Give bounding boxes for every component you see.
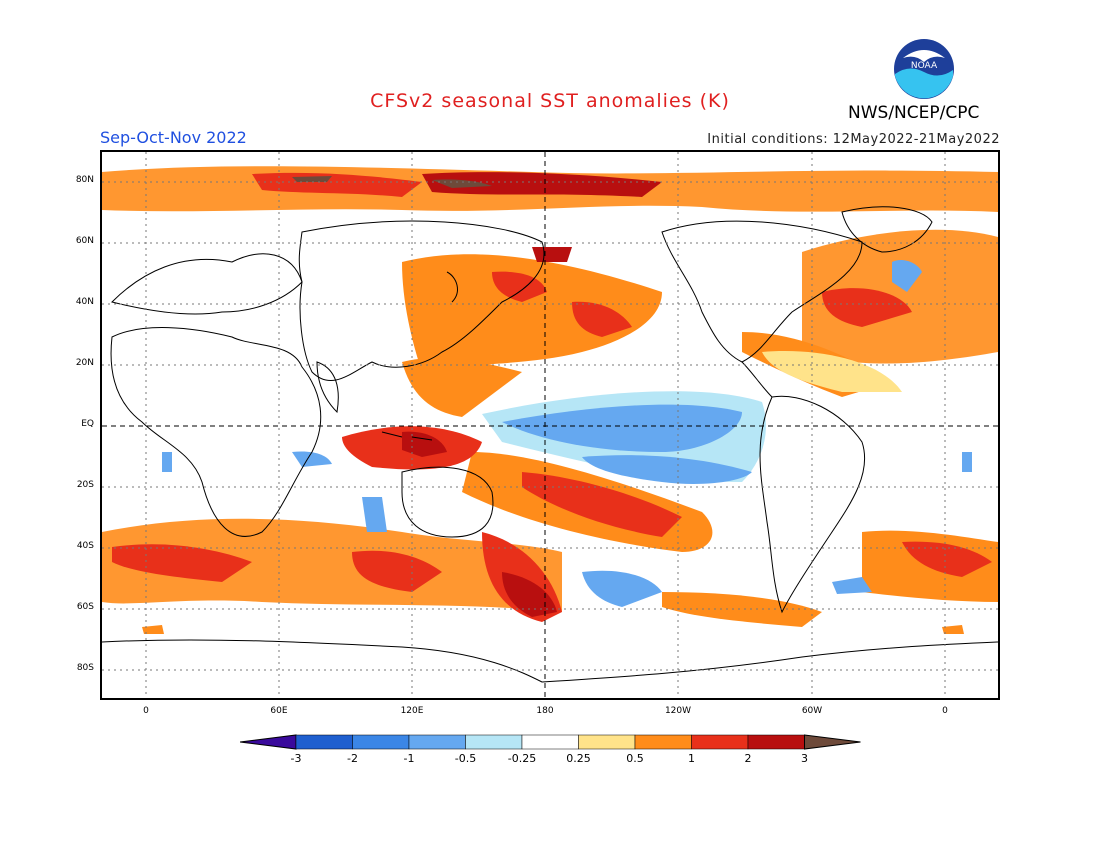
colorbar-cell [691,734,749,750]
colorbar-arrow-high [804,734,861,750]
noaa-logo-text: NOAA [911,61,938,71]
lat-label-20s: 20S [76,480,94,490]
lon-label-0-east: 0 [942,706,948,716]
lat-label-60n: 60N [75,236,94,246]
lon-label-180: 180 [536,706,554,716]
colorbar-tick-label: 3 [801,752,808,765]
coastlines [102,206,998,683]
initial-conditions-label: Initial conditions: 12May2022-21May2022 [707,132,1000,147]
lat-label-60s: 60S [76,602,94,612]
colorbar-cells [240,734,861,750]
lat-label-eq: EQ [81,419,94,429]
lat-label-80s: 80S [76,663,94,673]
lon-label-120w: 120W [664,706,692,716]
colorbar-tick-label: -1 [403,752,415,765]
season-label: Sep-Oct-Nov 2022 [100,128,247,147]
lon-label-120e: 120E [400,706,424,716]
sst-anomaly-map [100,150,1000,700]
graticule [102,152,998,698]
colorbar-tick-label: -0.25 [507,752,537,765]
lon-label-60e: 60E [270,706,288,716]
colorbar-tick-label: -0.5 [454,752,477,765]
colorbar-cell [578,734,636,750]
colorbar-arrow-low [240,734,297,750]
map-title: CFSv2 seasonal SST anomalies (K) [370,90,730,112]
colorbar-cell [521,734,579,750]
colorbar-tick-label: 2 [744,752,752,765]
colorbar-tick-label: 0.5 [626,752,644,765]
lat-label-40n: 40N [75,297,94,307]
colorbar-cell [352,734,410,750]
lat-label-20n: 20N [75,358,94,368]
colorbar [240,734,861,750]
colorbar-cell [408,734,466,750]
lon-label-60w: 60W [801,706,823,716]
colorbar-cell [295,734,353,750]
noaa-logo: NOAA [893,38,955,100]
colorbar-cell [634,734,692,750]
anomaly-shading [102,166,998,634]
colorbar-tick-label: -3 [290,752,302,765]
colorbar-tick-label: 0.25 [566,752,591,765]
lat-label-80n: 80N [75,175,94,185]
colorbar-cell [747,734,805,750]
colorbar-cell [465,734,523,750]
lat-label-40s: 40S [76,541,94,551]
agency-label: NWS/NCEP/CPC [848,103,980,123]
colorbar-tick-label: 1 [688,752,695,765]
lon-label-0: 0 [143,706,149,716]
equator-dateline [102,152,998,698]
colorbar-tick-label: -2 [347,752,358,765]
